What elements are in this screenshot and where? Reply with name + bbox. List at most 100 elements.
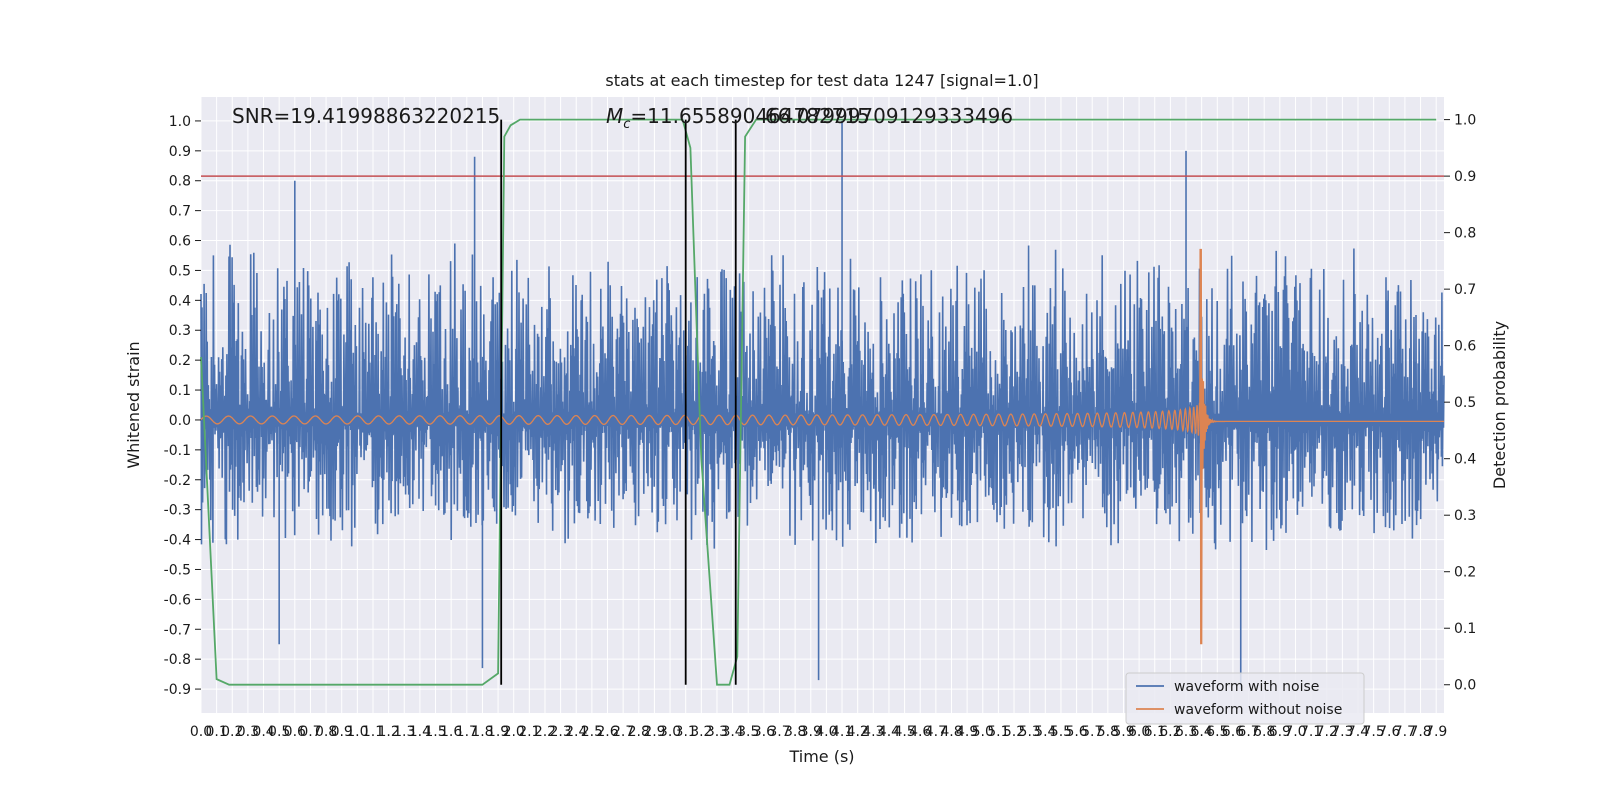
x-tick-label: 0.9 <box>331 724 353 740</box>
legend-label-noise: waveform with noise <box>1174 679 1319 695</box>
y-tick-label-left: 0.2 <box>169 353 191 369</box>
x-tick-label: 0.8 <box>315 724 337 740</box>
x-tick-label: 1.9 <box>487 724 509 740</box>
x-tick-label: 5.3 <box>1019 724 1041 740</box>
x-tick-label: 1.2 <box>377 724 399 740</box>
x-tick-label: 2.1 <box>518 724 540 740</box>
y-tick-label-right: 0.6 <box>1454 339 1476 355</box>
y-tick-label-left: 0.0 <box>169 413 191 429</box>
legend-label-clean: waveform without noise <box>1174 702 1342 718</box>
y-tick-label-left: 1.0 <box>169 114 191 130</box>
x-tick-label: 0.2 <box>221 724 243 740</box>
x-tick-label: 6.3 <box>1175 724 1197 740</box>
x-tick-label: 5.2 <box>1003 724 1025 740</box>
x-tick-label: 6.9 <box>1269 724 1291 740</box>
x-tick-label: 5.8 <box>1097 724 1119 740</box>
y-tick-label-left: 0.4 <box>169 293 191 309</box>
legend: waveform with noise waveform without noi… <box>1125 672 1365 725</box>
x-tick-label: 2.5 <box>581 724 603 740</box>
y-tick-label-right: 0.7 <box>1454 282 1476 298</box>
x-tick-label: 6.6 <box>1222 724 1244 740</box>
noise-series <box>200 120 1445 690</box>
x-tick-label: 6.1 <box>1144 724 1166 740</box>
probability-series <box>200 118 1437 686</box>
mc-value: =11.655890464782715 <box>630 104 869 128</box>
y-tick-label-left: 0.8 <box>169 174 191 190</box>
x-tick-label: 3.1 <box>675 724 697 740</box>
y-axis-label-right: Detection probability <box>1490 321 1509 489</box>
y-tick-label-right: 0.0 <box>1454 678 1476 694</box>
x-tick-label: 3.5 <box>737 724 759 740</box>
series-line-detection-probability <box>200 118 1437 686</box>
y-tick-label-left: -0.3 <box>164 503 191 519</box>
x-tick-label: 1.6 <box>440 724 462 740</box>
x-tick-label: 4.6 <box>909 724 931 740</box>
x-tick-label: 2.4 <box>565 724 587 740</box>
x-tick-label: 1.0 <box>346 724 368 740</box>
x-tick-label: 1.8 <box>471 724 493 740</box>
legend-box <box>1125 672 1365 725</box>
x-tick-label: 4.7 <box>925 724 947 740</box>
x-tick-label: 0.4 <box>252 724 274 740</box>
x-tick-label: 1.4 <box>409 724 431 740</box>
y-tick-label-left: -0.2 <box>164 473 191 489</box>
x-tick-label: 2.0 <box>503 724 525 740</box>
x-tick-label: 6.8 <box>1253 724 1275 740</box>
x-tick-label: 0.1 <box>206 724 228 740</box>
x-tick-label: 7.0 <box>1284 724 1306 740</box>
x-tick-label: 6.0 <box>1128 724 1150 740</box>
clean-series <box>200 248 1444 645</box>
x-tick-label: 4.2 <box>847 724 869 740</box>
x-tick-label: 4.5 <box>893 724 915 740</box>
y-tick-label-right: 0.3 <box>1454 508 1476 524</box>
x-tick-label: 5.7 <box>1081 724 1103 740</box>
y-axis-label-left: Whitened strain <box>124 341 143 468</box>
x-tick-label: 7.1 <box>1300 724 1322 740</box>
x-tick-label: 3.7 <box>768 724 790 740</box>
x-tick-label: 6.2 <box>1159 724 1181 740</box>
y-ticks-right: 0.0 0.1 0.2 0.3 0.4 0.5 0.6 0.7 0.8 0.9 1.0 <box>1444 113 1476 694</box>
x-tick-label: 5.1 <box>987 724 1009 740</box>
y-tick-label-left: -0.7 <box>164 622 191 638</box>
y-tick-label-right: 1.0 <box>1454 113 1476 129</box>
x-tick-label: 6.7 <box>1237 724 1259 740</box>
x-tick-label: 7.3 <box>1331 724 1353 740</box>
chart-title: stats at each timestep for test data 124… <box>605 71 1038 90</box>
x-tick-label: 1.1 <box>362 724 384 740</box>
y-tick-label-left: 0.3 <box>169 323 191 339</box>
x-tick-label: 4.1 <box>831 724 853 740</box>
y-tick-label-left: -0.1 <box>164 443 191 459</box>
x-ticks: 0.00.10.20.30.40.50.60.70.80.91.01.11.21… <box>190 724 1447 740</box>
mc-symbol: M <box>606 104 623 128</box>
x-tick-label: 5.6 <box>1065 724 1087 740</box>
y-tick-label-right: 0.4 <box>1454 452 1476 468</box>
y-tick-label-right: 0.2 <box>1454 565 1476 581</box>
x-tick-label: 7.6 <box>1378 724 1400 740</box>
x-tick-label: 4.3 <box>862 724 884 740</box>
x-tick-label: 3.6 <box>753 724 775 740</box>
x-tick-label: 7.7 <box>1394 724 1416 740</box>
mc-subscript: c <box>623 117 630 132</box>
x-tick-label: 7.2 <box>1316 724 1338 740</box>
x-tick-label: 7.9 <box>1425 724 1447 740</box>
x-tick-label: 3.8 <box>784 724 806 740</box>
mc-overlap-annotation: 66.07999709129333496 <box>765 104 1013 128</box>
x-tick-label: 2.3 <box>549 724 571 740</box>
x-tick-label: 6.4 <box>1191 724 1213 740</box>
x-tick-label: 7.4 <box>1347 724 1369 740</box>
x-tick-label: 5.5 <box>1050 724 1072 740</box>
x-tick-label: 5.4 <box>1034 724 1056 740</box>
y-tick-label-right: 0.8 <box>1454 226 1476 242</box>
vertical-lines <box>500 119 737 685</box>
x-tick-label: 4.8 <box>940 724 962 740</box>
series-line-waveform-without-noise <box>200 248 1444 645</box>
x-tick-label: 3.9 <box>800 724 822 740</box>
x-tick-label: 4.9 <box>956 724 978 740</box>
x-axis-label: Time (s) <box>788 747 854 766</box>
x-tick-label: 4.0 <box>815 724 837 740</box>
x-tick-label: 1.5 <box>424 724 446 740</box>
x-tick-label: 2.6 <box>596 724 618 740</box>
x-tick-label: 5.9 <box>1112 724 1134 740</box>
y-ticks-left: -0.9 -0.8 -0.7 -0.6 -0.5 -0.4 -0.3 -0.2 -0.1 0.0 0… <box>164 114 201 698</box>
